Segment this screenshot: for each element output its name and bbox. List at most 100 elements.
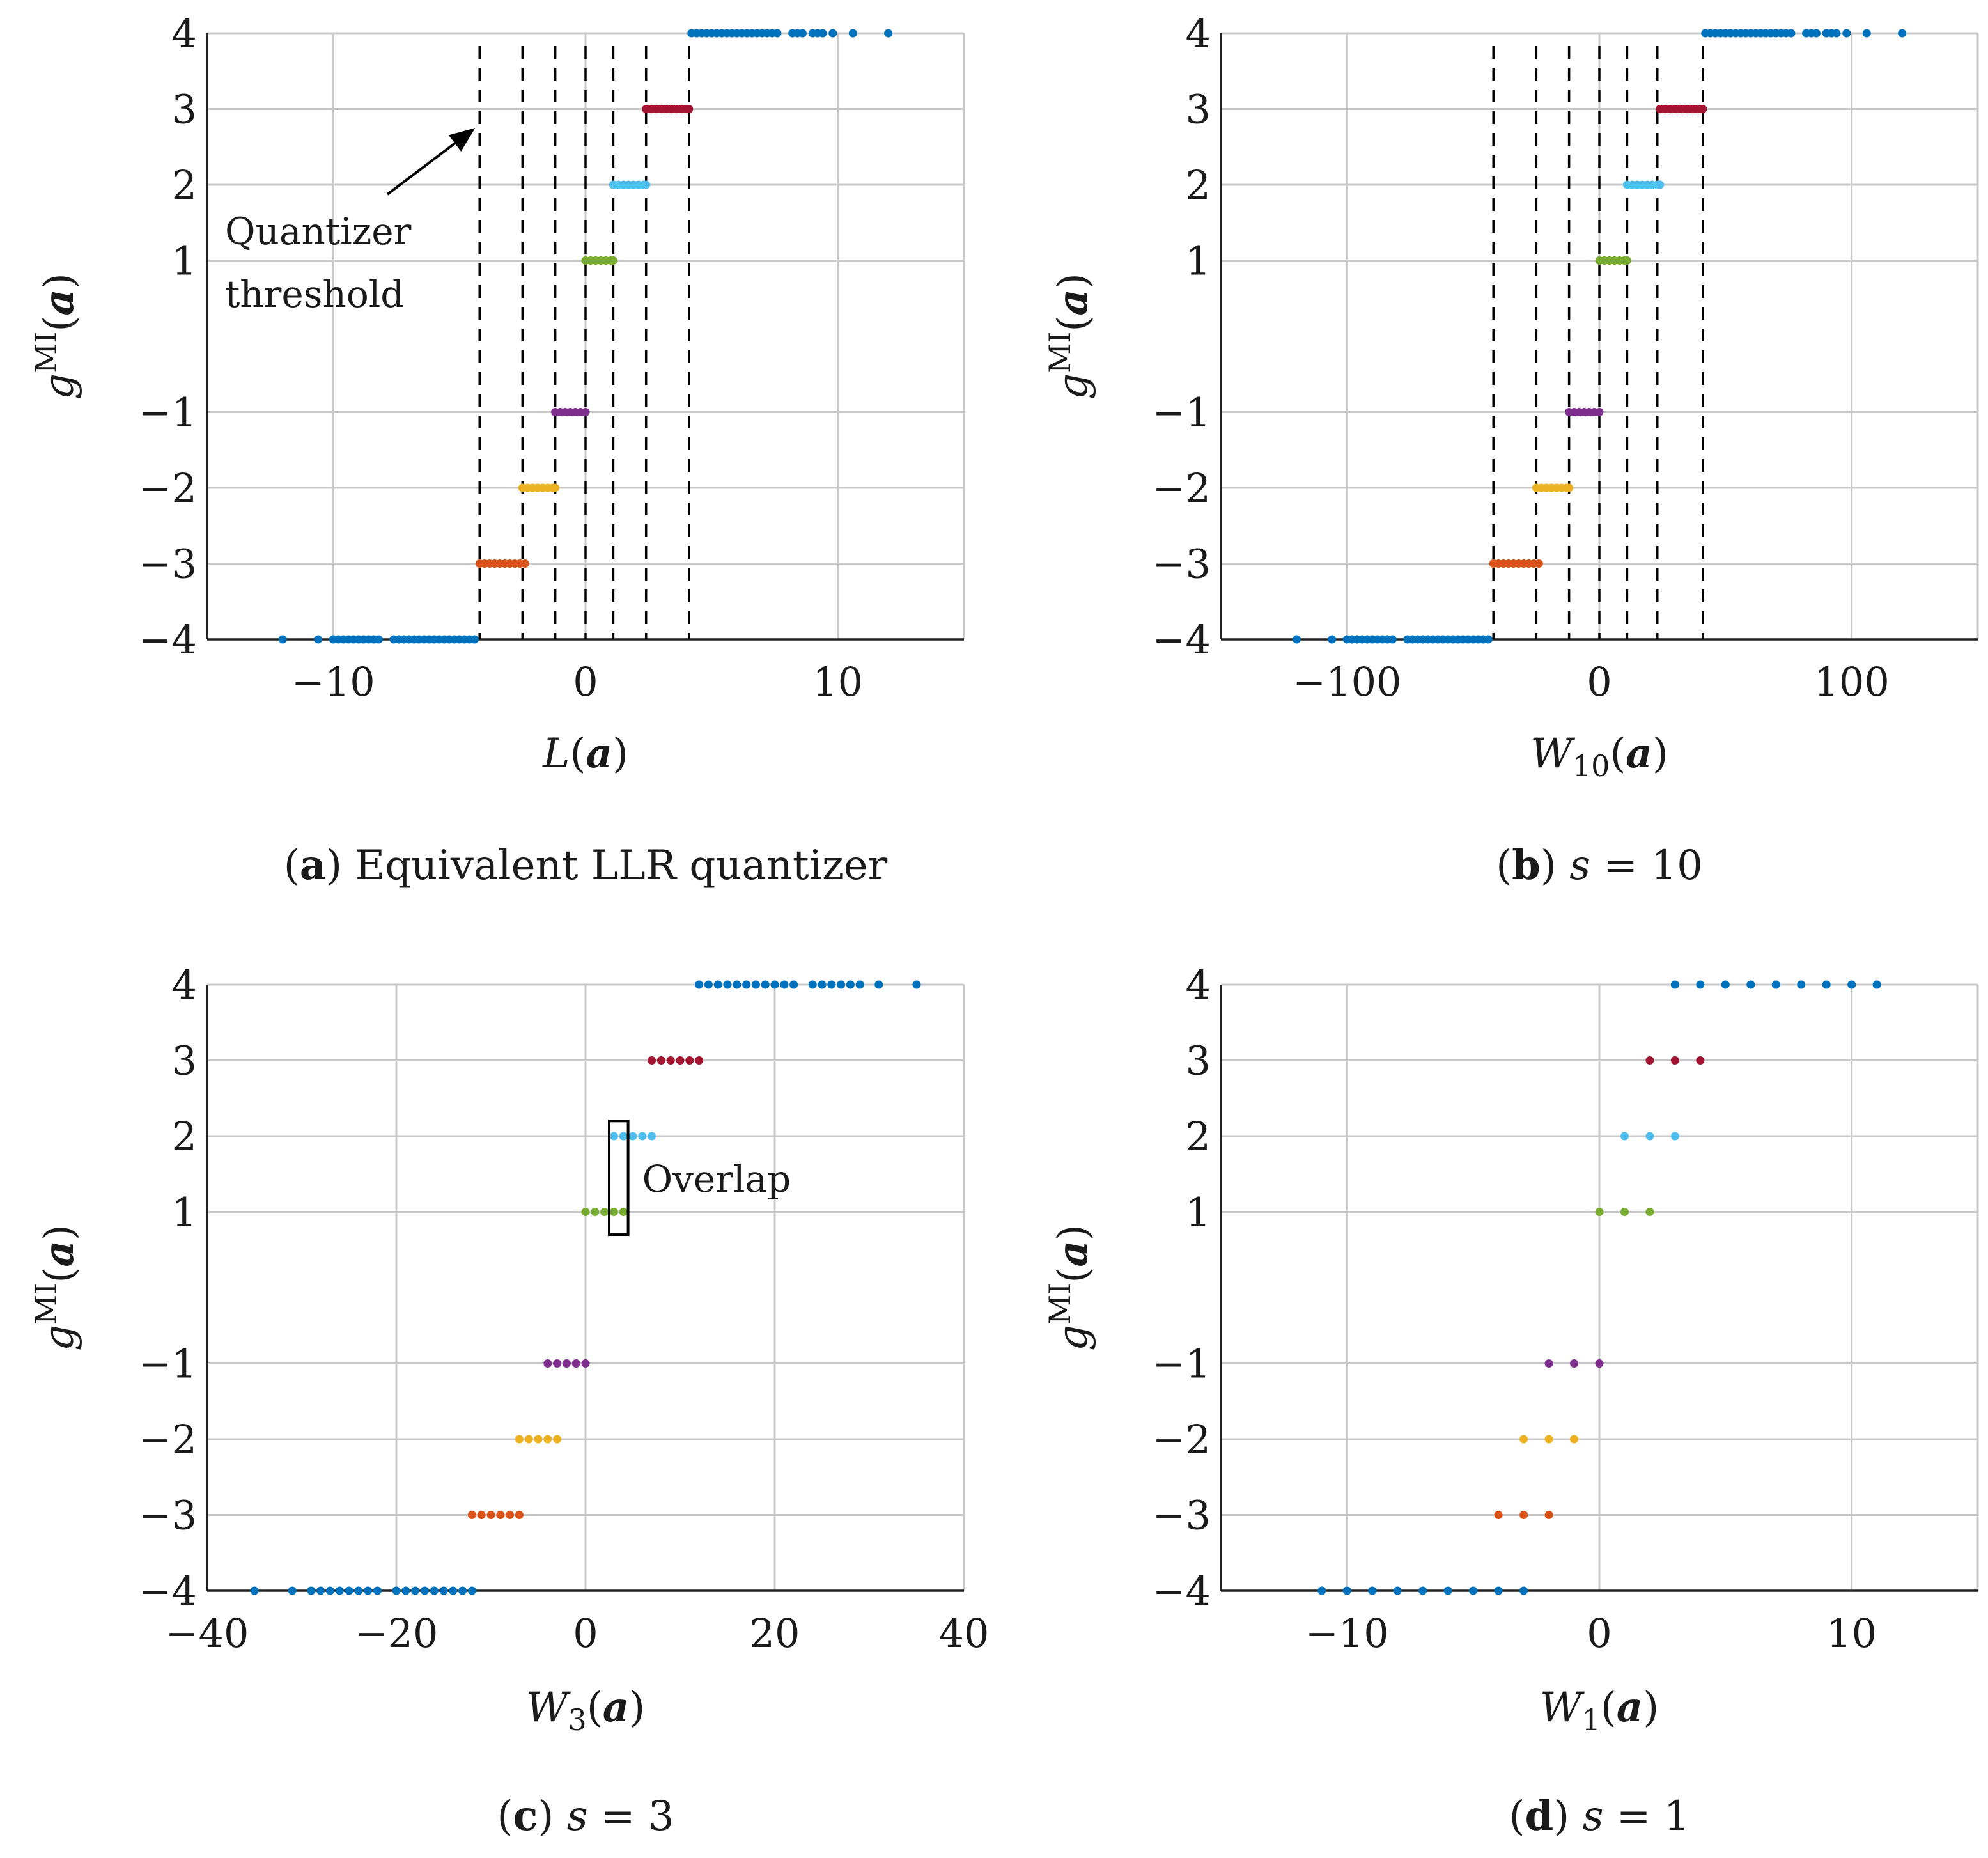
data-point	[316, 1586, 325, 1595]
x-tick-label: −10	[291, 659, 375, 705]
data-point	[1328, 635, 1337, 644]
data-point	[1645, 1056, 1654, 1065]
data-point	[1698, 105, 1707, 113]
data-point	[1812, 29, 1821, 38]
data-point	[1418, 1586, 1427, 1595]
data-point	[1388, 635, 1397, 644]
data-point	[1620, 1208, 1629, 1216]
y-tick-label: 1	[1186, 1189, 1211, 1236]
x-axis-label: W10(a)	[1530, 730, 1668, 783]
data-point	[515, 1435, 524, 1444]
data-point	[628, 1132, 637, 1141]
y-tick-label: 2	[1186, 162, 1211, 208]
data-point	[534, 1435, 543, 1444]
data-point	[467, 1511, 476, 1519]
data-point	[1645, 1132, 1654, 1141]
annotation-label: Quantizer threshold	[225, 210, 412, 316]
data-point	[1622, 256, 1631, 265]
data-point	[1620, 1132, 1629, 1141]
y-tick-label: 1	[1186, 238, 1211, 285]
x-tick-label: 40	[939, 1610, 990, 1657]
y-axis-label: gMI(a)	[29, 1224, 83, 1351]
y-tick-label: −1	[1153, 1341, 1211, 1387]
data-point	[374, 635, 383, 644]
data-point	[458, 1586, 467, 1595]
y-tick-label: −2	[1153, 465, 1211, 511]
y-axis-label: gMI(a)	[1043, 273, 1097, 400]
data-point	[1771, 980, 1780, 989]
data-point	[770, 980, 779, 989]
data-point	[581, 408, 590, 416]
data-point	[543, 1435, 552, 1444]
data-point	[600, 1208, 609, 1216]
data-point	[1721, 980, 1730, 989]
data-point	[1368, 1586, 1377, 1595]
y-axis-label: gMI(a)	[1043, 1224, 1097, 1351]
x-tick-label: 20	[750, 1610, 800, 1657]
data-point	[848, 29, 857, 38]
data-point	[828, 29, 837, 38]
data-point	[325, 1586, 334, 1595]
y-tick-label: 4	[1186, 962, 1211, 1008]
data-point	[1544, 1511, 1553, 1519]
data-point	[723, 980, 732, 989]
chart-panel-d: −10 0 10 −4 −3 −2 −1 1 2 3 4 W1(a) gMI(a) (d) s = 1	[1043, 962, 1979, 1840]
x-tick-label: 10	[812, 659, 863, 705]
data-point	[1645, 1208, 1654, 1216]
data-point	[685, 1056, 694, 1065]
data-point	[524, 1435, 533, 1444]
y-tick-label: 4	[172, 10, 197, 57]
data-point	[562, 1359, 571, 1368]
data-point	[354, 1586, 363, 1595]
data-point	[685, 105, 694, 113]
data-point	[1544, 1435, 1553, 1444]
annotation-arrow	[386, 128, 476, 196]
x-tick-label: −10	[1305, 1610, 1389, 1657]
data-point	[1696, 980, 1705, 989]
data-point	[1847, 980, 1856, 989]
y-tick-label: 1	[172, 238, 197, 285]
data-point	[1443, 1586, 1452, 1595]
panel-caption: (d) s = 1	[1509, 1792, 1690, 1840]
x-tick-label: 0	[573, 659, 598, 705]
data-point	[1670, 1056, 1679, 1065]
chart-panel-b: −100 0 100 −4 −3 −2 −1 1 2 3 4 W10(a) gMI(a) (b) s = …	[1043, 10, 1979, 889]
data-point	[742, 980, 751, 989]
data-point	[335, 1586, 344, 1595]
x-tick-label: −100	[1293, 659, 1401, 705]
data-point	[1519, 1511, 1528, 1519]
data-point	[364, 1586, 373, 1595]
overlap-box	[608, 1120, 630, 1237]
y-tick-label: −3	[1153, 1492, 1211, 1539]
data-point	[250, 1586, 259, 1595]
panel-caption: (b) s = 10	[1496, 841, 1703, 889]
data-point	[1317, 1586, 1326, 1595]
data-point	[733, 980, 742, 989]
data-point	[1393, 1586, 1402, 1595]
data-point	[449, 1586, 458, 1595]
data-point	[609, 1208, 618, 1216]
data-point	[477, 1511, 486, 1519]
data-point	[789, 980, 798, 989]
data-point	[1570, 1435, 1579, 1444]
y-tick-label: 2	[1186, 1113, 1211, 1160]
data-point	[751, 980, 760, 989]
y-tick-label: −3	[139, 1492, 197, 1539]
data-point	[515, 1511, 524, 1519]
data-point	[676, 1056, 685, 1065]
y-tick-label: 3	[172, 86, 197, 133]
data-point	[1656, 180, 1665, 189]
data-point	[506, 1511, 515, 1519]
data-point	[695, 1056, 704, 1065]
data-point	[855, 980, 864, 989]
data-point	[401, 1586, 410, 1595]
x-tick-label: 0	[1587, 659, 1611, 705]
y-tick-label: −1	[139, 1341, 197, 1387]
data-point	[1469, 1586, 1478, 1595]
data-point	[411, 1586, 420, 1595]
data-point	[874, 980, 883, 989]
data-point	[1872, 980, 1881, 989]
y-axis-label: gMI(a)	[29, 273, 83, 400]
data-point	[704, 980, 713, 989]
data-point	[648, 1056, 656, 1065]
